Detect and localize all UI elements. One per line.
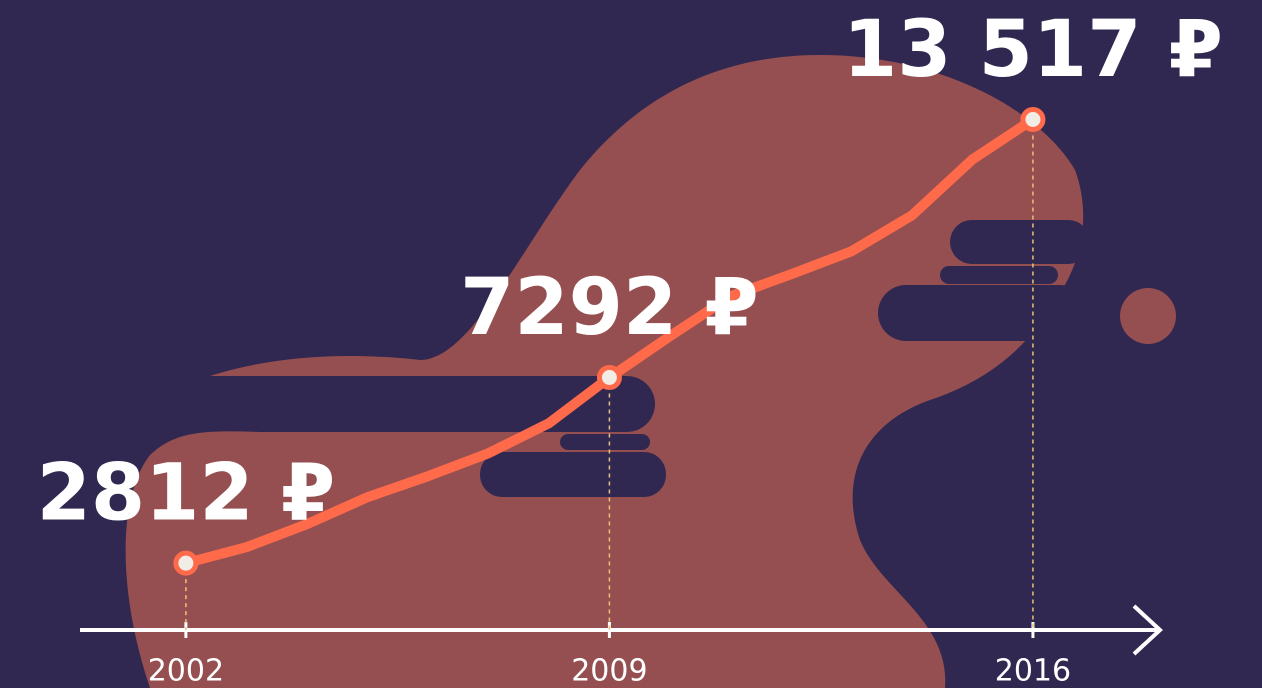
x-tick-label: 2016 (995, 654, 1071, 688)
x-axis-arrow (1132, 604, 1163, 656)
value-label: 7292 ₽ (460, 263, 759, 353)
data-point (173, 550, 199, 576)
data-point (596, 365, 622, 391)
x-tick-label: 2009 (571, 654, 647, 688)
value-label: 13 517 ₽ (843, 5, 1223, 95)
data-point (1020, 106, 1046, 132)
value-label: 2812 ₽ (37, 449, 336, 539)
plot: 2002 2009 2016 2812 ₽ 7292 ₽ 13 517 ₽ (37, 5, 1223, 688)
x-tick-label: 2002 (148, 654, 224, 688)
decor-cutouts (470, 220, 1090, 497)
